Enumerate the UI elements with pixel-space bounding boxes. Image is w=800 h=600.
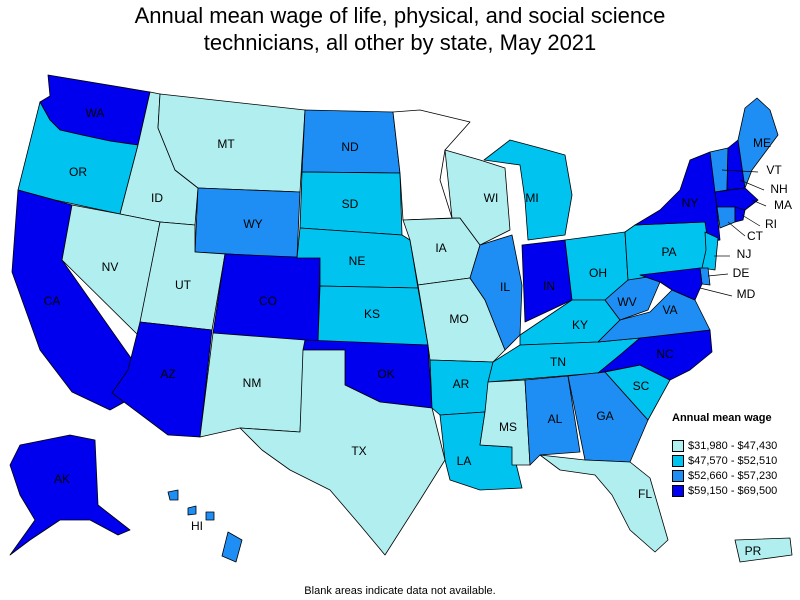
label-UT: UT: [175, 278, 192, 292]
label-ME: ME: [753, 136, 771, 150]
legend-range: $52,660 - $57,230: [688, 469, 778, 482]
legend-item: $59,150 - $69,500: [672, 483, 800, 498]
label-WI: WI: [484, 191, 499, 205]
state-IL[interactable]: [469, 234, 523, 351]
label-LA: LA: [457, 454, 472, 468]
label-KS: KS: [364, 307, 380, 321]
label-AK: AK: [54, 472, 70, 486]
label-AR: AR: [453, 377, 470, 391]
label-NJ: NJ: [737, 247, 752, 261]
state-MA[interactable]: [714, 187, 759, 211]
label-PR: PR: [745, 544, 762, 558]
title-line-2: technicians, all other by state, May 202…: [203, 30, 597, 55]
state-PR[interactable]: [734, 537, 793, 563]
state-RI[interactable]: [734, 206, 746, 223]
state-FL[interactable]: [539, 454, 669, 553]
label-CO: CO: [259, 294, 277, 308]
label-IN: IN: [543, 279, 555, 293]
map-title: Annual mean wage of life, physical, and …: [0, 2, 800, 56]
label-IA: IA: [435, 241, 446, 255]
label-NC: NC: [656, 347, 674, 361]
label-DE: DE: [733, 266, 750, 280]
label-MS: MS: [499, 420, 517, 434]
state-CT[interactable]: [716, 206, 736, 229]
label-MD: MD: [737, 287, 756, 301]
label-AL: AL: [548, 412, 563, 426]
label-VA: VA: [662, 303, 677, 317]
label-SD: SD: [342, 197, 359, 211]
label-OH: OH: [589, 266, 607, 280]
label-HI: HI: [191, 519, 203, 533]
label-KY: KY: [572, 318, 588, 332]
legend-swatch: [672, 484, 684, 497]
footnote: Blank areas indicate data not available.: [304, 585, 496, 597]
label-AZ: AZ: [160, 367, 175, 381]
label-CA: CA: [44, 294, 61, 308]
label-CT: CT: [747, 229, 764, 243]
state-HI[interactable]: [167, 489, 243, 563]
legend-title: Annual mean wage: [672, 412, 772, 424]
title-line-1: Annual mean wage of life, physical, and …: [134, 3, 666, 28]
state-WI[interactable]: [444, 149, 511, 246]
label-IL: IL: [500, 280, 510, 294]
label-TN: TN: [550, 355, 566, 369]
label-ND: ND: [341, 140, 359, 154]
label-MO: MO: [449, 312, 468, 326]
label-NH: NH: [770, 182, 787, 196]
label-OK: OK: [377, 367, 394, 381]
state-MD[interactable]: [639, 267, 703, 301]
legend-item: $52,660 - $57,230: [672, 468, 800, 483]
legend-range: $59,150 - $69,500: [688, 484, 778, 497]
label-RI: RI: [765, 217, 777, 231]
state-AL[interactable]: [524, 375, 581, 466]
legend-swatch: [672, 469, 684, 482]
leader-lines: [699, 169, 767, 297]
label-MT: MT: [217, 137, 235, 151]
label-WV: WV: [617, 295, 636, 309]
label-OR: OR: [69, 165, 87, 179]
state-NC[interactable]: [597, 329, 713, 381]
legend-range: $47,570 - $52,510: [688, 454, 778, 467]
legend-swatch: [672, 454, 684, 467]
label-PA: PA: [661, 245, 676, 259]
legend-item: $47,570 - $52,510: [672, 453, 800, 468]
legend: Annual mean wage $31,980 - $47,430 $47,5…: [672, 412, 800, 498]
state-MI[interactable]: [483, 139, 573, 241]
label-ID: ID: [151, 191, 163, 205]
label-NM: NM: [243, 376, 262, 390]
state-AZ[interactable]: [111, 321, 213, 438]
label-WA: WA: [86, 106, 105, 120]
label-TX: TX: [351, 444, 366, 458]
label-GA: GA: [596, 409, 613, 423]
state-MN[interactable]: [392, 109, 471, 221]
label-WY: WY: [243, 217, 262, 231]
state-TX[interactable]: [239, 349, 446, 556]
label-NE: NE: [349, 254, 366, 268]
legend-range: $31,980 - $47,430: [688, 439, 778, 452]
label-SC: SC: [633, 379, 650, 393]
label-MI: MI: [525, 191, 538, 205]
label-NY: NY: [682, 196, 699, 210]
label-FL: FL: [638, 487, 652, 501]
label-VT: VT: [766, 163, 782, 177]
state-AK[interactable]: [9, 434, 131, 556]
legend-item: $31,980 - $47,430: [672, 438, 800, 453]
legend-swatch: [672, 439, 684, 452]
label-MA: MA: [774, 198, 792, 212]
state-ME[interactable]: [737, 97, 779, 189]
label-NV: NV: [102, 260, 119, 274]
